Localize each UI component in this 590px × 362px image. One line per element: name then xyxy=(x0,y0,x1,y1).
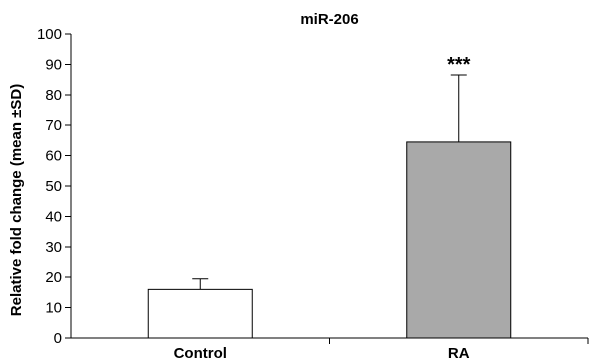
bar-control xyxy=(147,288,253,339)
significance-label: *** xyxy=(447,54,471,76)
x-tick-label: Control xyxy=(174,345,227,362)
bar-ra xyxy=(406,141,512,339)
chart-title: miR-206 xyxy=(300,11,358,28)
y-axis-label: Relative fold change (mean ±SD) xyxy=(8,84,25,316)
y-tick-label: 60 xyxy=(45,148,62,165)
y-tick-label: 50 xyxy=(45,178,62,195)
plot-area: 0 10 20 30 40 50 60 70 80 90 100 Control RA *** xyxy=(37,26,589,362)
y-tick-label: 90 xyxy=(45,56,62,73)
y-tick-label: 0 xyxy=(54,330,62,347)
y-tick-label: 70 xyxy=(45,117,62,134)
y-tick-label: 100 xyxy=(37,26,62,43)
y-tick-label: 40 xyxy=(45,208,62,225)
y-tick-label: 10 xyxy=(45,300,62,317)
y-tick-label: 80 xyxy=(45,87,62,104)
x-tick-label: RA xyxy=(448,345,470,362)
y-tick-label: 20 xyxy=(45,269,62,286)
y-tick-label: 30 xyxy=(45,239,62,256)
